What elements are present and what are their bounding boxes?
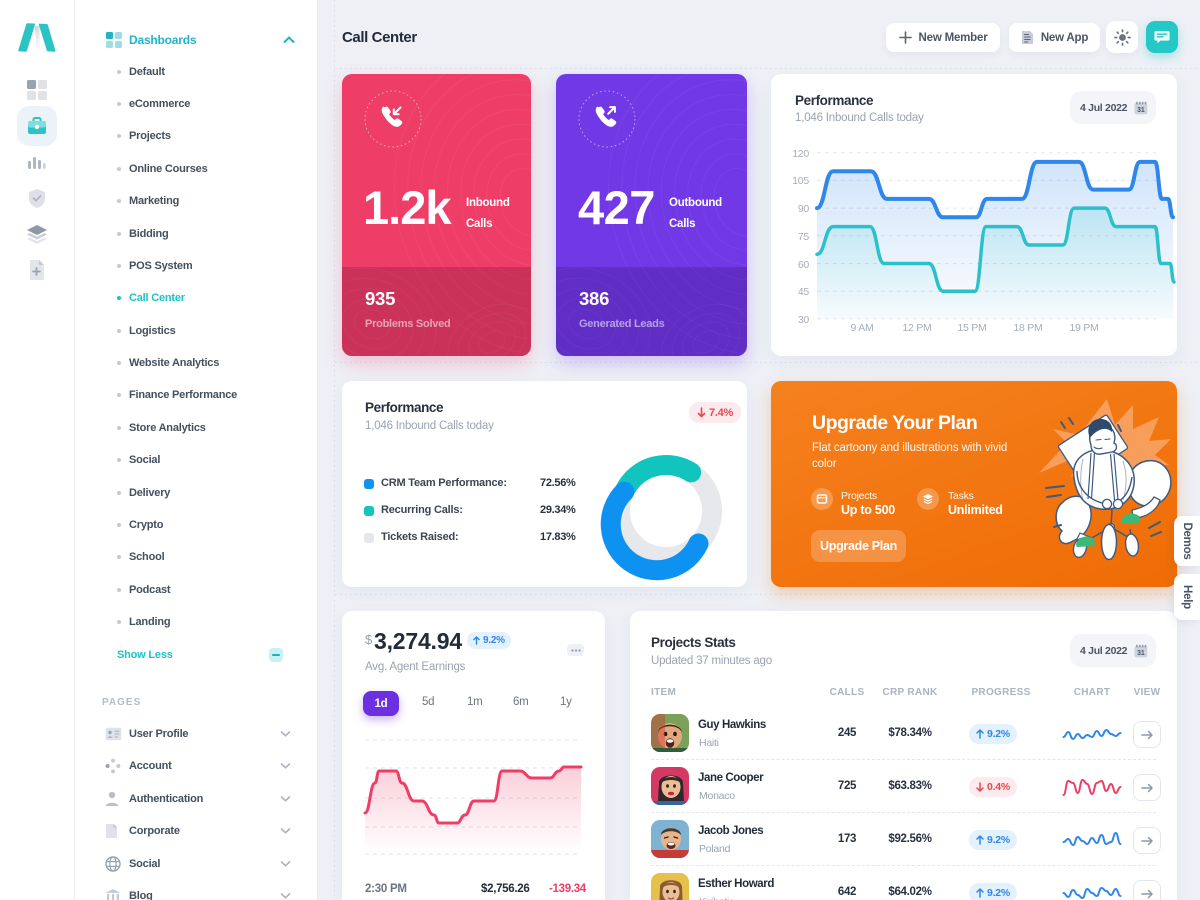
svg-text:31: 31	[1137, 107, 1145, 114]
svg-text:15 PM: 15 PM	[957, 322, 986, 334]
svg-text:45: 45	[798, 286, 810, 298]
svg-text:90: 90	[798, 203, 810, 215]
svg-text:30: 30	[798, 314, 810, 326]
svg-text:31: 31	[1137, 650, 1145, 657]
svg-text:19 PM: 19 PM	[1069, 322, 1098, 334]
svg-text:60: 60	[798, 259, 810, 271]
svg-text:18 PM: 18 PM	[1013, 322, 1042, 334]
svg-text:120: 120	[792, 148, 809, 160]
svg-text:75: 75	[798, 231, 810, 243]
svg-text:105: 105	[792, 175, 809, 187]
svg-text:9 AM: 9 AM	[851, 322, 874, 334]
svg-text:12 PM: 12 PM	[902, 322, 931, 334]
